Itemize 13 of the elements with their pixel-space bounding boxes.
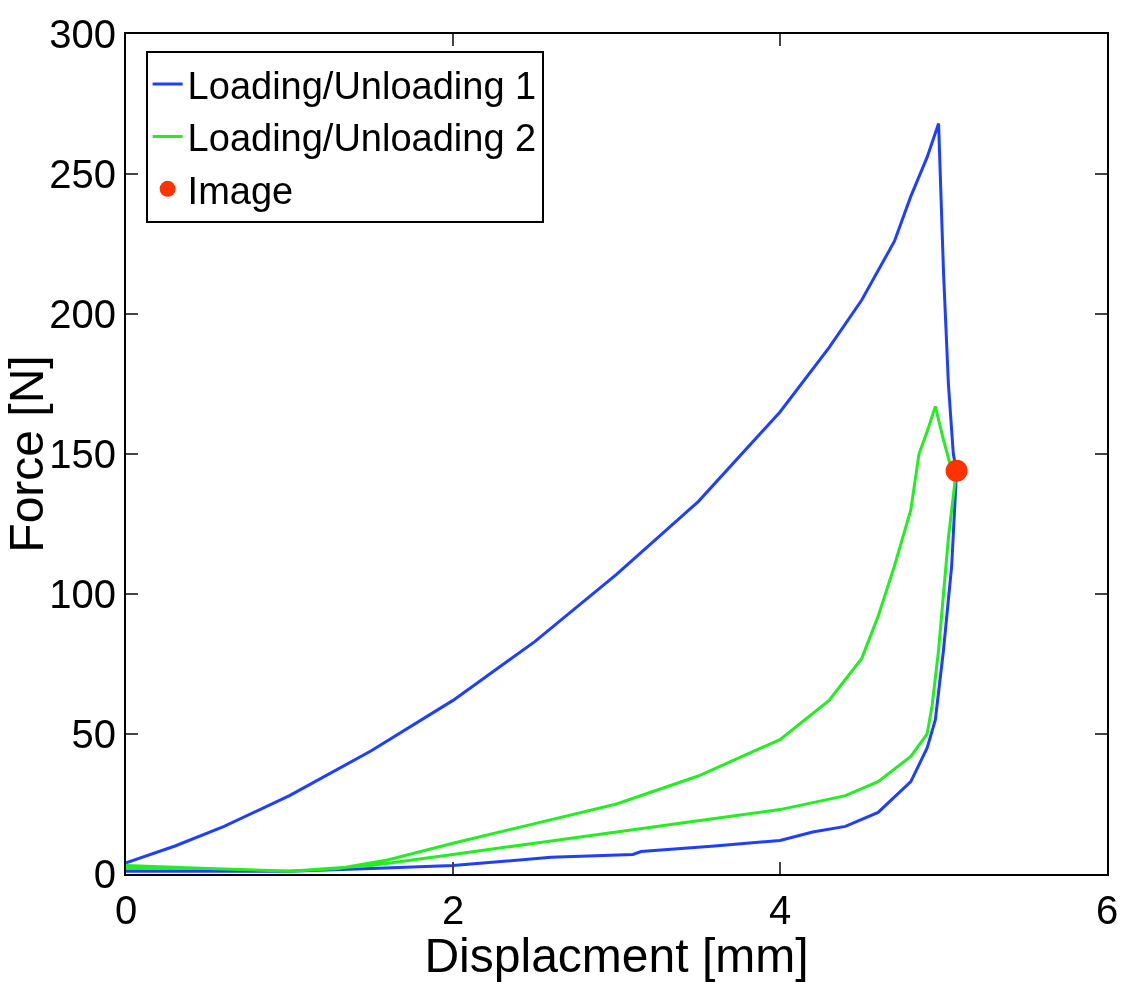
legend-label: Image (187, 169, 294, 212)
y-tick-label: 200 (49, 292, 116, 336)
y-tick-label: 250 (49, 152, 116, 196)
x-tick-label: 4 (768, 888, 792, 932)
y-tick-label: 50 (71, 712, 116, 756)
y-tick-label: 100 (49, 572, 116, 616)
x-tick-label: 6 (1095, 888, 1119, 932)
x-tick-label: 2 (441, 888, 465, 932)
x-axis-title: Displacment [mm] (424, 929, 809, 982)
legend-label: Loading/Unloading 1 (187, 64, 537, 107)
y-tick-label: 0 (93, 852, 116, 896)
legend-label: Loading/Unloading 2 (187, 117, 537, 160)
y-tick-label: 300 (49, 12, 116, 56)
